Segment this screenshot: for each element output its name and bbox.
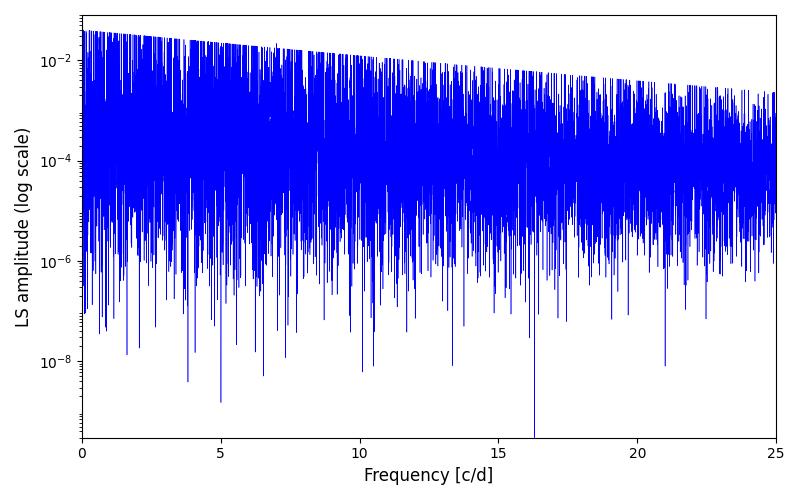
X-axis label: Frequency [c/d]: Frequency [c/d] [364, 467, 494, 485]
Y-axis label: LS amplitude (log scale): LS amplitude (log scale) [15, 126, 33, 326]
